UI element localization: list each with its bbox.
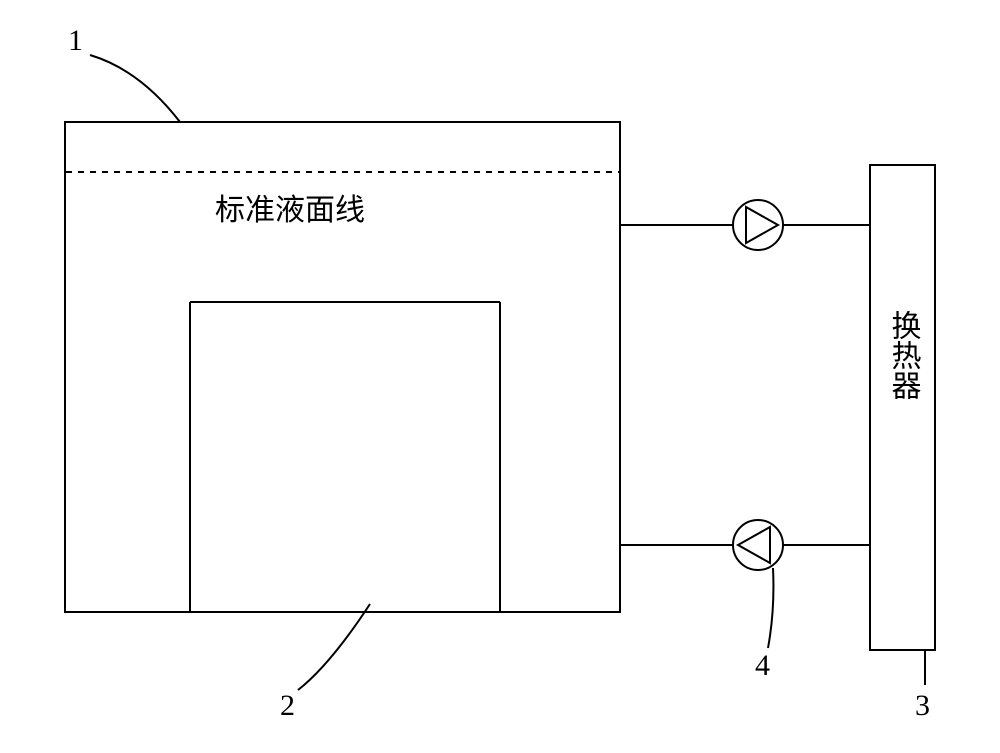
engineering-diagram: 标准液面线 换热器 1 2 3 4 — [0, 0, 1000, 753]
heat-exchanger-outline — [870, 165, 935, 650]
callout-1: 1 — [68, 24, 180, 122]
callout-4: 4 — [755, 568, 773, 682]
svg-text:4: 4 — [755, 649, 770, 682]
callout-3: 3 — [915, 650, 930, 722]
pump-upper — [733, 200, 783, 250]
heat-exchanger-label: 换热器 — [887, 310, 922, 400]
liquid-level-label: 标准液面线 — [215, 194, 365, 227]
callout-2: 2 — [280, 604, 370, 722]
svg-text:2: 2 — [280, 689, 295, 722]
pump-lower — [733, 520, 783, 570]
svg-text:3: 3 — [915, 689, 930, 722]
svg-text:1: 1 — [68, 24, 83, 57]
